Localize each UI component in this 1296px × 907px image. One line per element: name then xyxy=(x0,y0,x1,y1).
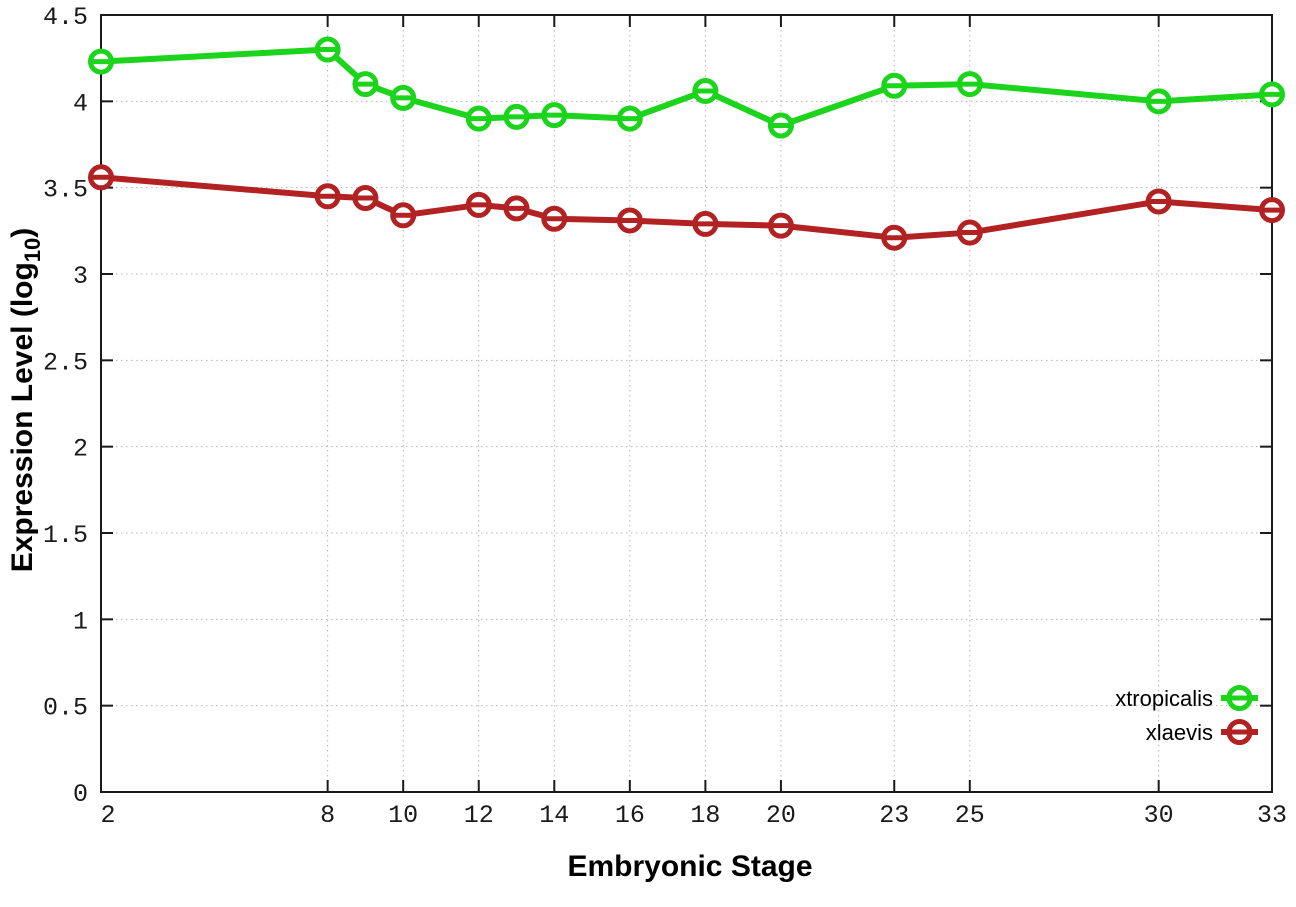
data-point-marker-xlaevis xyxy=(692,210,719,237)
data-point-marker-xlaevis xyxy=(390,202,417,229)
data-point-marker-xlaevis xyxy=(352,185,379,212)
y-tick-label: 3 xyxy=(73,262,88,291)
legend: xtropicalis xlaevis xyxy=(1115,685,1258,745)
y-tick-label: 0.5 xyxy=(43,694,88,723)
y-tick-label: 1 xyxy=(73,607,88,636)
plot-border xyxy=(100,14,1273,793)
data-point-marker-xtropicalis xyxy=(541,102,568,129)
data-point-marker-xtropicalis xyxy=(616,105,643,132)
y-tick-label: 4 xyxy=(73,89,88,118)
y-axis-title: Expression Level (log10) xyxy=(6,228,45,573)
legend-label-xtropicalis: xtropicalis xyxy=(1115,686,1213,711)
data-point-marker-xlaevis xyxy=(616,207,643,234)
y-tick-label: 0 xyxy=(73,780,88,809)
data-point-marker-xtropicalis xyxy=(1145,88,1172,115)
data-point-marker-xtropicalis xyxy=(465,105,492,132)
x-tick-label: 14 xyxy=(539,801,569,830)
data-point-marker-xtropicalis xyxy=(314,36,341,63)
data-point-marker-xlaevis xyxy=(314,183,341,210)
y-axis-title-suffix: ) xyxy=(6,228,39,238)
x-tick-label: 16 xyxy=(615,801,645,830)
data-point-marker-xlaevis xyxy=(541,205,568,232)
x-tick-label: 33 xyxy=(1257,801,1287,830)
series-line-xlaevis xyxy=(100,174,1273,241)
data-point-marker-xtropicalis xyxy=(1259,81,1285,108)
y-axis-title-prefix: Expression Level (log xyxy=(6,262,39,572)
x-tick-label: 8 xyxy=(320,801,335,830)
grid-layer xyxy=(101,15,1272,792)
series-layer xyxy=(88,36,1285,251)
y-tick-label: 3.5 xyxy=(43,176,88,205)
axis-layer: 2 8 10 12 14 16 18 20 23 25 30 33 0 0.5 1 1.5 2 2.5 3 3.5 4 4… xyxy=(43,3,1287,830)
x-tick-label: 25 xyxy=(955,801,985,830)
data-point-marker-xlaevis xyxy=(1259,197,1285,224)
y-tick-label: 4.5 xyxy=(43,3,88,32)
data-point-marker-xtropicalis xyxy=(767,112,794,139)
series-line-xtropicalis xyxy=(100,46,1273,129)
x-axis-title: Embryonic Stage xyxy=(567,850,812,883)
y-tick-label: 1.5 xyxy=(43,521,88,550)
x-tick-label: 10 xyxy=(388,801,418,830)
x-tick-label: 12 xyxy=(464,801,494,830)
data-point-marker-xtropicalis xyxy=(692,77,719,104)
x-tick-label: 20 xyxy=(766,801,796,830)
data-point-marker-xlaevis xyxy=(767,212,794,239)
data-point-marker-xtropicalis xyxy=(881,72,908,99)
x-tick-label: 30 xyxy=(1144,801,1174,830)
data-point-marker-xlaevis xyxy=(503,195,530,222)
x-tick-label: 2 xyxy=(100,801,115,830)
data-point-marker-xtropicalis xyxy=(352,71,379,98)
data-point-marker-xlaevis xyxy=(88,164,114,191)
data-point-marker-xlaevis xyxy=(956,219,983,246)
data-point-marker-xlaevis xyxy=(1145,188,1172,215)
data-point-marker-xtropicalis xyxy=(503,103,530,130)
x-tick-label: 23 xyxy=(879,801,909,830)
data-point-marker-xtropicalis xyxy=(956,71,983,98)
legend-label-xlaevis: xlaevis xyxy=(1146,720,1213,745)
y-tick-label: 2 xyxy=(73,435,88,464)
data-point-marker-xtropicalis xyxy=(390,84,417,111)
data-point-marker-xtropicalis xyxy=(88,48,114,75)
data-point-marker-xlaevis xyxy=(881,224,908,251)
data-point-marker-xlaevis xyxy=(465,191,492,218)
y-axis-title-subscript: 10 xyxy=(20,238,45,262)
y-tick-label: 2.5 xyxy=(43,348,88,377)
x-tick-label: 18 xyxy=(690,801,720,830)
